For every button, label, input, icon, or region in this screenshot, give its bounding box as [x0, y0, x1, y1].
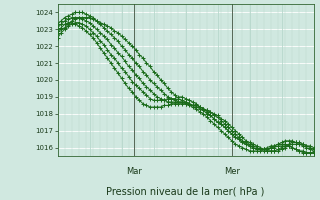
Text: Mar: Mar [126, 167, 142, 176]
Text: Mer: Mer [224, 167, 240, 176]
Text: Pression niveau de la mer( hPa ): Pression niveau de la mer( hPa ) [107, 186, 265, 196]
